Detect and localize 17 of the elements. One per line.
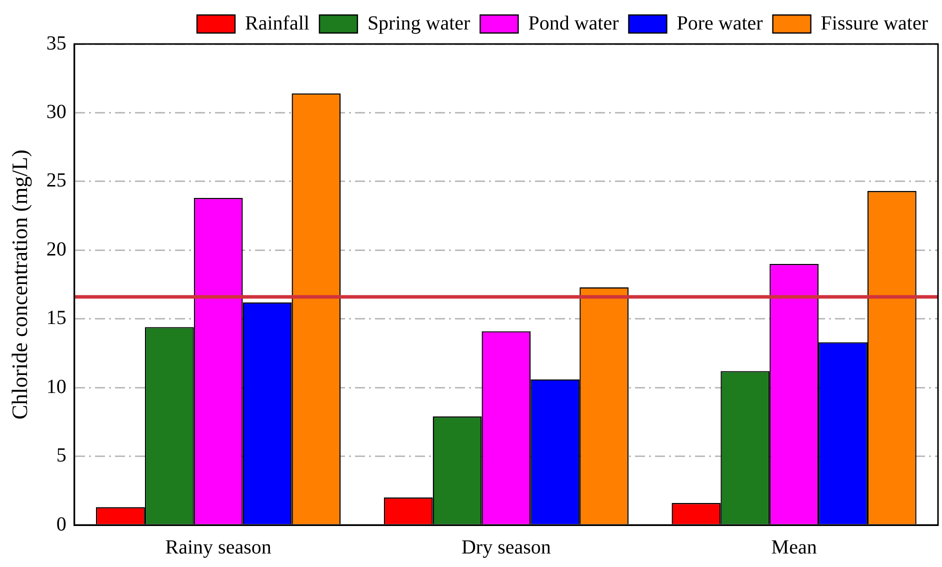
y-tick-label: 15 — [46, 307, 66, 330]
y-tick-label: 10 — [46, 376, 66, 398]
y-tick-label: 25 — [46, 170, 66, 192]
legend-label: Spring water — [367, 12, 471, 34]
y-tick-label: 5 — [56, 444, 66, 467]
legend-label: Pore water — [676, 12, 764, 34]
y-tick-label: 35 — [46, 32, 66, 54]
x-tick-label: Mean — [771, 536, 817, 558]
x-tick-label: Rainy season — [165, 536, 272, 558]
x-tick-label: Dry season — [461, 536, 551, 558]
legend-label: Pond water — [528, 12, 620, 34]
y-tick-label: 30 — [46, 100, 66, 123]
y-axis-title: Chloride concentration (mg/L) — [6, 149, 32, 420]
legend-label: Fissure water — [820, 12, 928, 34]
y-tick-label: 0 — [56, 513, 66, 536]
legend-label: Rainfall — [245, 12, 310, 34]
y-tick-label: 20 — [46, 238, 66, 260]
